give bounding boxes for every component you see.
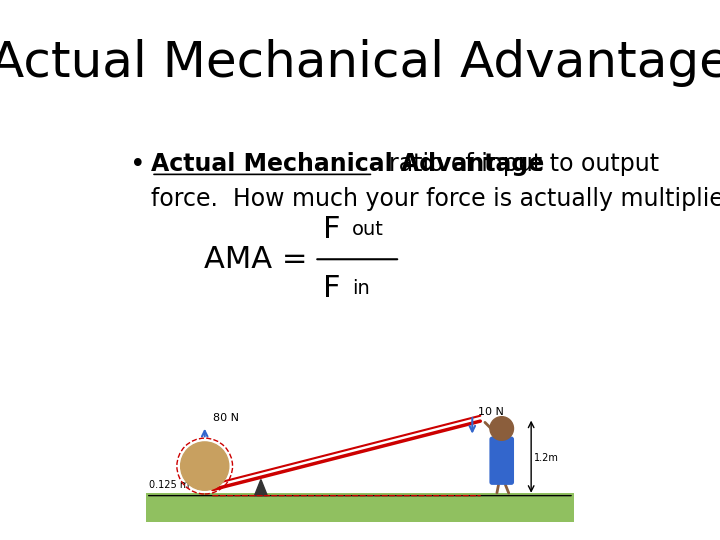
- Text: 0.125 m: 0.125 m: [148, 480, 189, 490]
- Text: AMA =: AMA =: [204, 245, 317, 274]
- Polygon shape: [254, 480, 267, 496]
- FancyBboxPatch shape: [490, 436, 514, 485]
- Text: out: out: [352, 220, 384, 239]
- Text: 1.2m: 1.2m: [534, 453, 559, 463]
- Circle shape: [490, 417, 513, 440]
- Text: 80 N: 80 N: [212, 413, 239, 423]
- Text: Actual Mechanical Advantage: Actual Mechanical Advantage: [151, 152, 544, 176]
- Text: in: in: [352, 279, 369, 298]
- Text: •: •: [130, 152, 145, 178]
- Text: force.  How much your force is actually multiplied: force. How much your force is actually m…: [151, 187, 720, 211]
- Circle shape: [181, 442, 229, 490]
- Text: - ratio of input to output: - ratio of input to output: [373, 152, 660, 176]
- Bar: [146, 493, 574, 523]
- Text: $\mathregular{F}$: $\mathregular{F}$: [323, 274, 340, 303]
- Text: $\mathregular{F}$: $\mathregular{F}$: [323, 215, 340, 244]
- Text: 10 N: 10 N: [477, 407, 503, 417]
- Text: Actual Mechanical Advantage: Actual Mechanical Advantage: [0, 39, 720, 87]
